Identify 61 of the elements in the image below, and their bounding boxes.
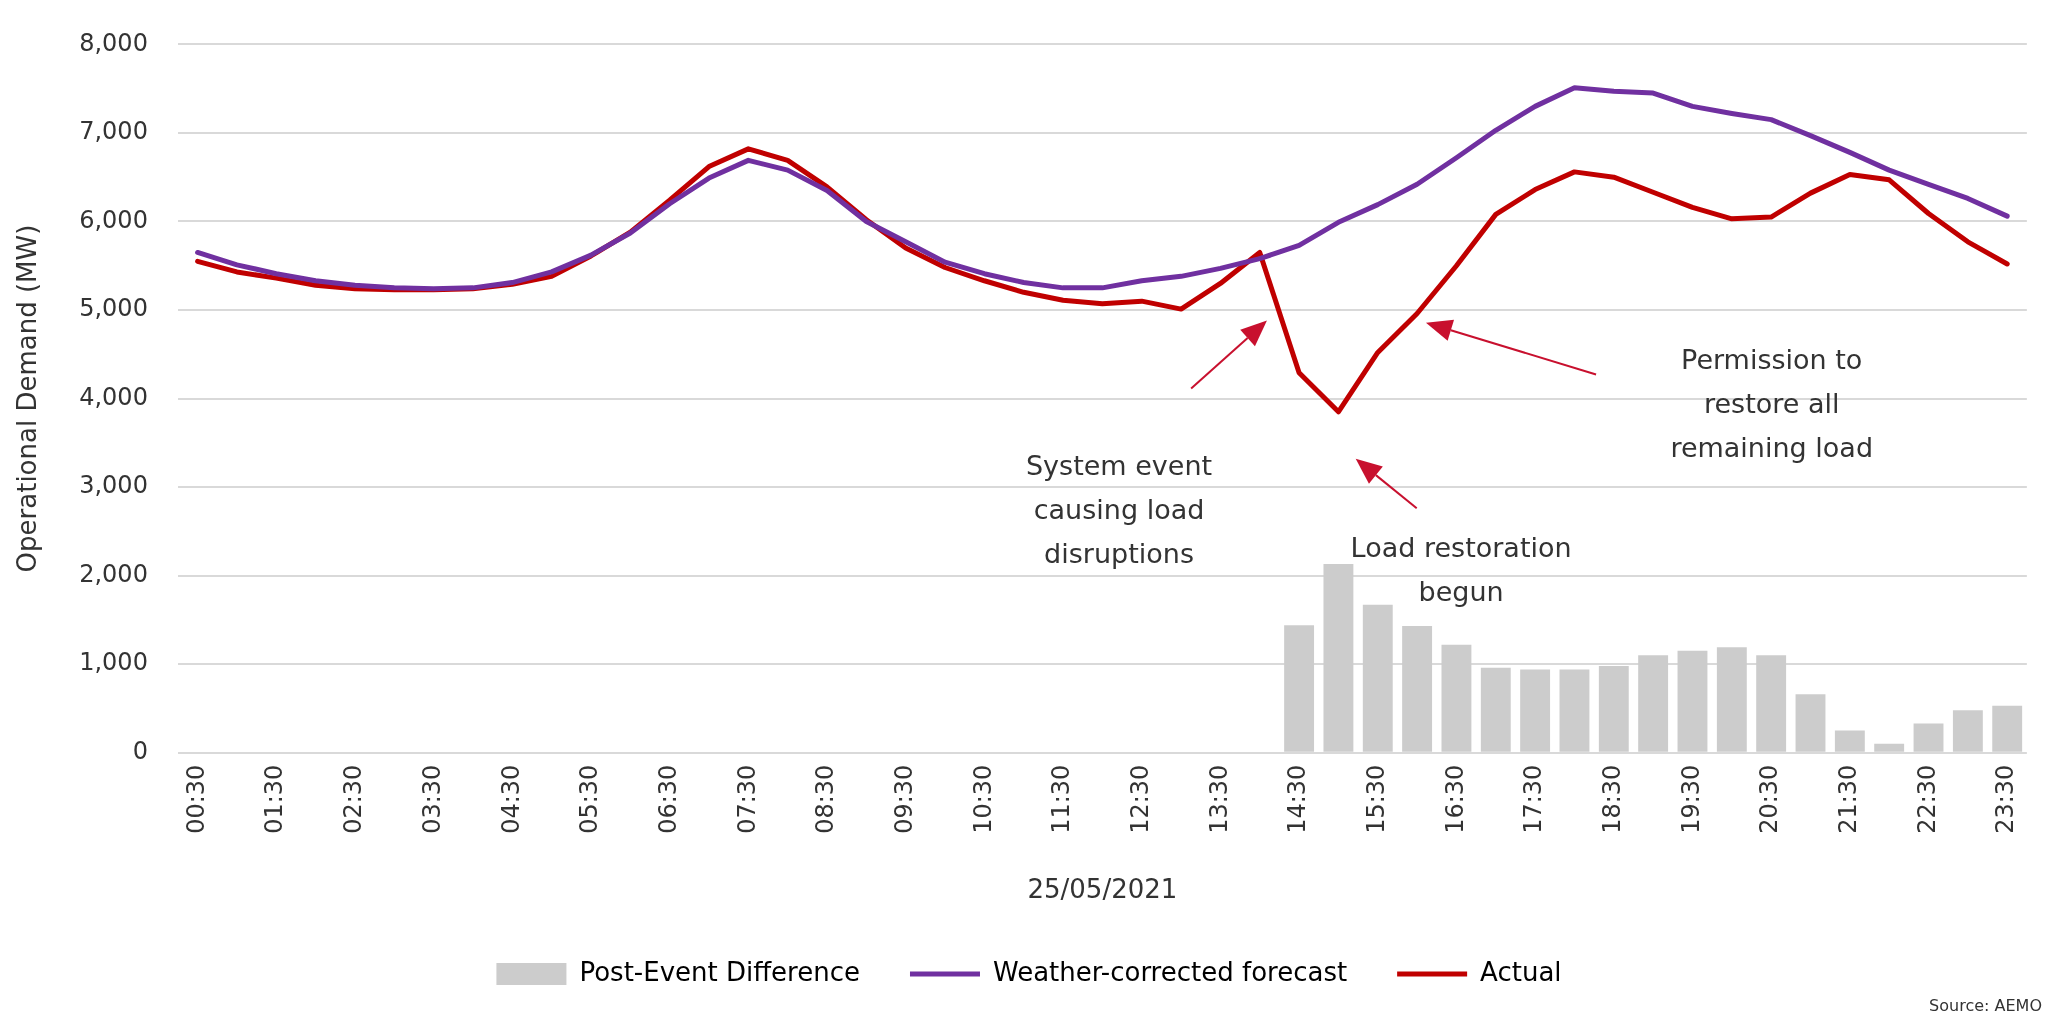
bar [1952, 710, 1983, 752]
x-tick-label: 07:30 [732, 764, 761, 834]
x-tick-label: 16:30 [1440, 764, 1469, 834]
x-tick-label: 02:30 [339, 764, 368, 834]
x-tick-label: 00:30 [181, 764, 210, 834]
y-tick-label: 0 [132, 736, 148, 765]
y-axis-title: Operational Demand (MW) [12, 224, 43, 573]
bar [1323, 564, 1354, 752]
legend-label: Weather-corrected forecast [992, 956, 1348, 987]
source-note: Source: AEMO [1929, 996, 2042, 1016]
y-tick-label: 8,000 [79, 28, 148, 57]
x-tick-label: 08:30 [811, 764, 840, 834]
x-tick-label: 22:30 [1912, 764, 1941, 834]
annotation: Load restoration begun [1350, 532, 1572, 608]
x-tick-label: 09:30 [889, 764, 918, 834]
x-tick-label: 10:30 [968, 764, 997, 834]
x-tick-label: 15:30 [1362, 764, 1390, 834]
bar [1598, 665, 1629, 752]
bar [1402, 626, 1433, 752]
bar [1992, 705, 2023, 752]
x-tick-label: 20:30 [1755, 764, 1784, 834]
bar [1441, 644, 1472, 752]
bar [1520, 669, 1551, 752]
legend-label: Post-Event Difference [579, 956, 860, 987]
y-tick-label: 7,000 [79, 117, 148, 146]
bar [1756, 655, 1787, 752]
bar [1284, 625, 1315, 752]
y-tick-label: 6,000 [79, 205, 148, 234]
bar [1480, 667, 1511, 752]
bar [1874, 743, 1905, 752]
x-tick-label: 19:30 [1676, 764, 1705, 834]
annotation: System event causing load disruptions [1025, 449, 1213, 569]
y-tick-label: 5,000 [79, 294, 148, 323]
x-tick-label: 21:30 [1834, 764, 1863, 834]
x-axis-title: 25/05/2021 [1027, 874, 1178, 905]
bar [1638, 655, 1669, 752]
x-tick-label: 17:30 [1519, 764, 1548, 834]
bar [1913, 723, 1944, 752]
bar [1677, 650, 1708, 752]
bar [1795, 694, 1826, 752]
x-tick-label: 14:30 [1283, 764, 1312, 834]
x-tick-label: 01:30 [260, 764, 289, 834]
x-tick-label: 11:30 [1047, 764, 1076, 834]
x-tick-label: 18:30 [1598, 764, 1627, 834]
legend-label: Actual [1480, 956, 1562, 987]
y-tick-label: 4,000 [79, 382, 148, 411]
bar [1362, 604, 1393, 752]
bar [1559, 669, 1590, 752]
x-tick-label: 13:30 [1204, 764, 1233, 834]
y-tick-label: 3,000 [79, 471, 148, 500]
bar [1834, 730, 1865, 752]
x-tick-label: 04:30 [496, 764, 525, 834]
annotation: Permission to restore all remaining load [1670, 343, 1874, 463]
x-tick-label: 12:30 [1125, 764, 1154, 834]
x-tick-label: 05:30 [575, 764, 604, 834]
bar [1716, 647, 1747, 752]
x-tick-label: 06:30 [653, 764, 682, 834]
y-tick-label: 1,000 [79, 648, 148, 677]
y-tick-label: 2,000 [79, 559, 148, 588]
x-tick-label: 03:30 [417, 764, 446, 834]
x-tick-label: 23:30 [1991, 764, 2020, 834]
